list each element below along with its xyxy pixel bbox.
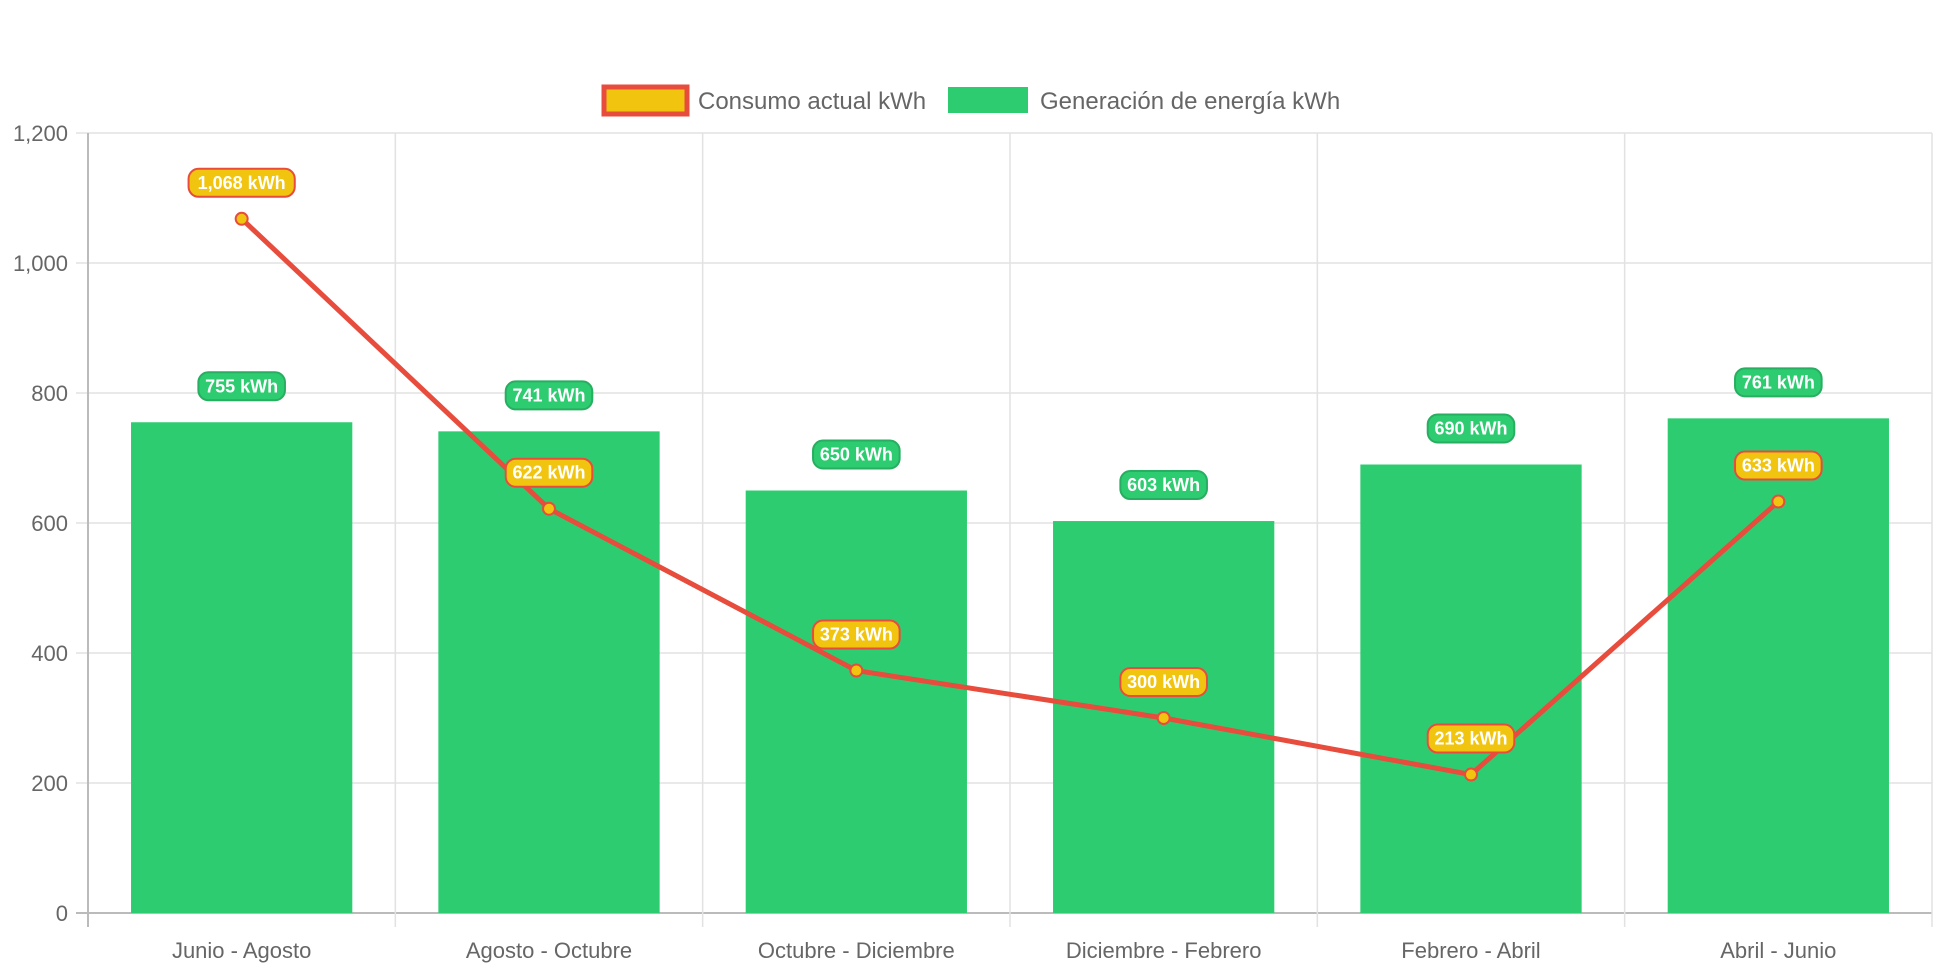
line-data-label-bg bbox=[812, 619, 901, 650]
axes: 0 200 400 600 800 1,000 1,200 Junio - Agosto Ago… bbox=[13, 121, 1836, 963]
line-point[interactable] bbox=[234, 211, 249, 226]
x-tick-label: Agosto - Octubre bbox=[466, 938, 632, 963]
line-data-label: 633 kWh bbox=[1734, 450, 1823, 481]
line-series bbox=[234, 211, 1786, 782]
line-data-label-text: 300 kWh bbox=[1127, 672, 1200, 692]
bar-data-label-bg bbox=[1426, 413, 1516, 444]
line-data-label-bg bbox=[187, 167, 296, 198]
x-tick-label: Octubre - Diciembre bbox=[758, 938, 955, 963]
bar-series bbox=[131, 418, 1889, 913]
bar-data-label-text: 650 kWh bbox=[820, 445, 893, 465]
bar-data-label: 650 kWh bbox=[812, 439, 901, 470]
bar[interactable] bbox=[1667, 418, 1889, 913]
line-data-label-text: 373 kWh bbox=[820, 625, 893, 645]
line-point[interactable] bbox=[1156, 711, 1171, 725]
bar-data-label: 690 kWh bbox=[1426, 413, 1516, 444]
line-point[interactable] bbox=[1771, 494, 1786, 509]
line-point[interactable] bbox=[542, 501, 556, 516]
consumo-line bbox=[239, 216, 1780, 778]
y-tick-label: 0 bbox=[56, 901, 68, 926]
x-tick-label: Diciembre - Febrero bbox=[1066, 938, 1262, 963]
bar-data-label-text: 690 kWh bbox=[1434, 419, 1507, 439]
data-labels: 755 kWh 741 kWh 650 kWh 603 kWh 690 kWh 761 k… bbox=[187, 167, 1823, 754]
line-data-label: 373 kWh bbox=[812, 619, 901, 650]
bar[interactable] bbox=[745, 490, 967, 914]
y-tick-label: 200 bbox=[31, 771, 68, 796]
bar-data-label-bg bbox=[197, 371, 286, 402]
bar-data-label-text: 761 kWh bbox=[1742, 372, 1815, 392]
bar-data-label-text: 603 kWh bbox=[1127, 475, 1200, 495]
bar[interactable] bbox=[131, 422, 353, 913]
line-data-label-bg bbox=[504, 457, 594, 488]
line-data-label: 300 kWh bbox=[1119, 667, 1208, 697]
bar-data-label-bg bbox=[1119, 470, 1208, 501]
legend-swatch-generacion bbox=[948, 87, 1028, 113]
bar-data-label-bg bbox=[812, 439, 901, 470]
legend-item-consumo[interactable]: Consumo actual kWh bbox=[601, 84, 926, 117]
bar-data-label: 603 kWh bbox=[1119, 470, 1208, 501]
y-tick-label: 1,200 bbox=[13, 121, 68, 146]
line-data-label-bg bbox=[1426, 723, 1516, 754]
grid-lines bbox=[76, 132, 1933, 927]
legend-item-generacion[interactable]: Generación de energía kWh bbox=[948, 87, 1340, 115]
line-data-label-bg bbox=[1734, 450, 1823, 481]
x-tick-label: Abril - Junio bbox=[1720, 938, 1836, 963]
line-data-label: 1,068 kWh bbox=[187, 167, 296, 198]
y-tick-label: 800 bbox=[31, 381, 68, 406]
line-data-label-text: 213 kWh bbox=[1434, 729, 1507, 749]
bar-data-label-text: 755 kWh bbox=[205, 376, 278, 396]
bar-data-label: 761 kWh bbox=[1734, 367, 1823, 398]
line-point[interactable] bbox=[849, 663, 864, 678]
bar-data-label: 741 kWh bbox=[504, 380, 594, 411]
bar-data-label-bg bbox=[1734, 367, 1823, 398]
legend[interactable]: Consumo actual kWh Generación de energía… bbox=[601, 84, 1340, 117]
bar-data-label: 755 kWh bbox=[197, 371, 286, 402]
bar-data-label-bg bbox=[504, 380, 594, 411]
x-tick-label: Febrero - Abril bbox=[1401, 938, 1540, 963]
y-tick-label: 600 bbox=[31, 511, 68, 536]
bar[interactable] bbox=[1360, 464, 1582, 914]
legend-label-consumo: Consumo actual kWh bbox=[698, 88, 926, 115]
line-data-label-bg bbox=[1119, 667, 1208, 697]
legend-label-generacion: Generación de energía kWh bbox=[1040, 88, 1340, 115]
line-data-label-text: 633 kWh bbox=[1742, 456, 1815, 476]
x-tick-label: Junio - Agosto bbox=[172, 938, 311, 963]
bar-data-label-text: 741 kWh bbox=[512, 385, 585, 405]
line-point[interactable] bbox=[1464, 767, 1478, 782]
legend-swatch-consumo bbox=[601, 84, 690, 117]
line-data-label: 622 kWh bbox=[504, 457, 594, 488]
y-tick-label: 400 bbox=[31, 641, 68, 666]
line-data-label: 213 kWh bbox=[1426, 723, 1516, 754]
y-tick-label: 1,000 bbox=[13, 251, 68, 276]
line-data-label-text: 1,068 kWh bbox=[198, 173, 286, 193]
line-data-label-text: 622 kWh bbox=[512, 463, 585, 483]
